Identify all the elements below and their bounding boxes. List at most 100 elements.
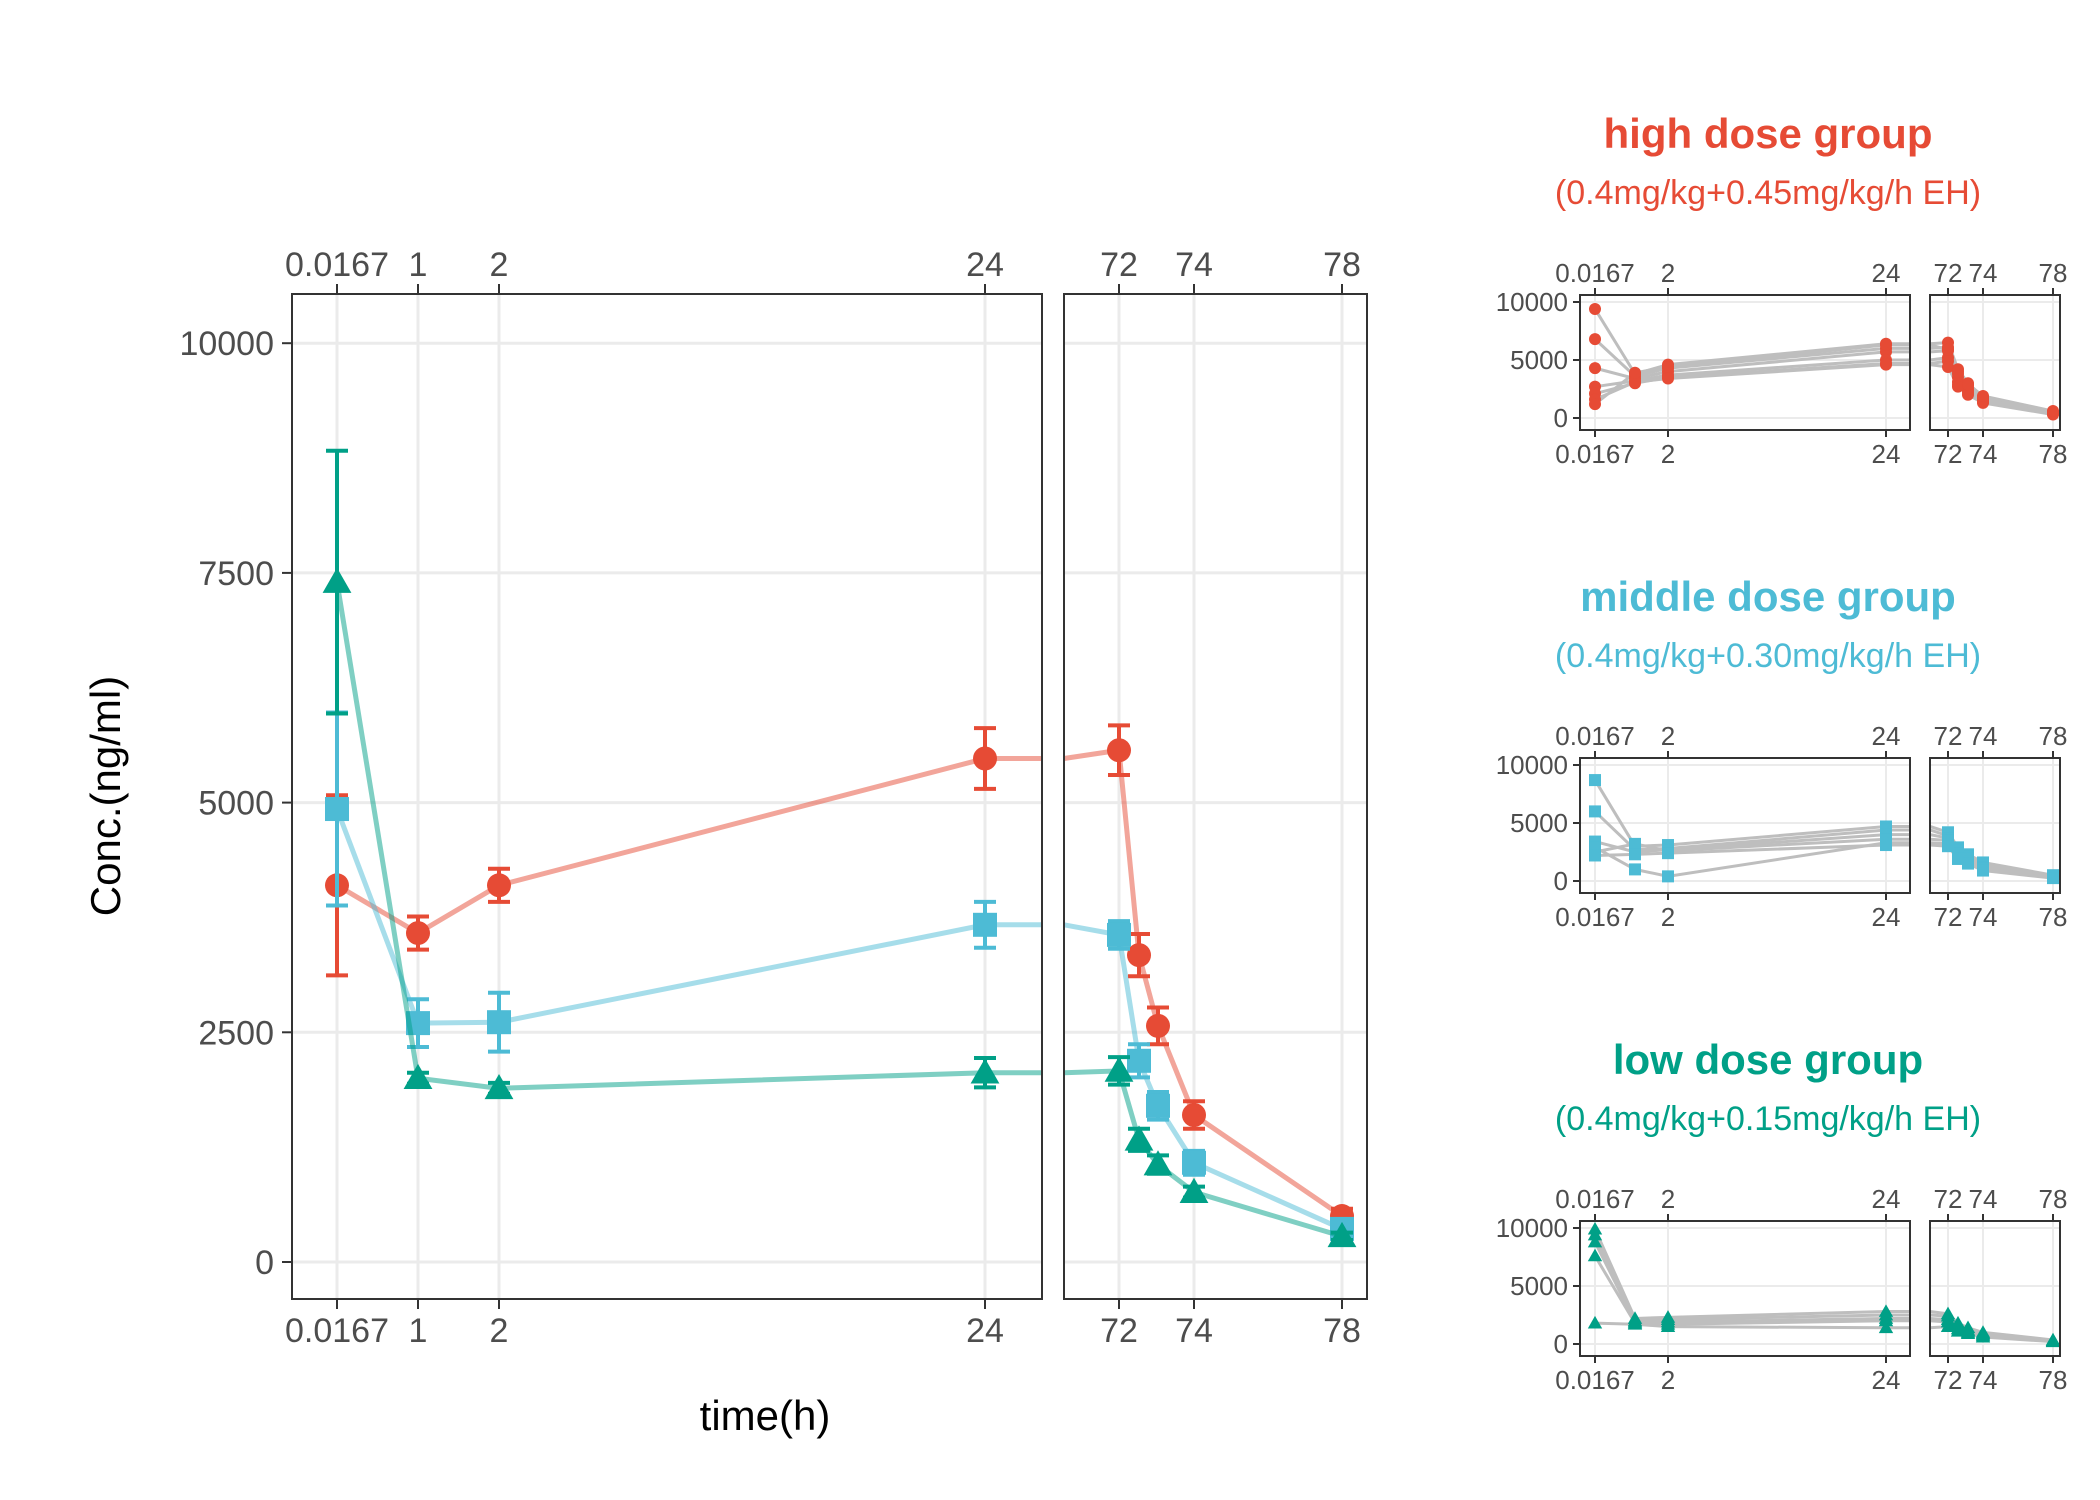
mini-x-tick-label-bottom: 2: [1661, 902, 1675, 932]
main-data-layer: [322, 448, 1357, 1248]
mini-x-tick-label-top: 2: [1661, 721, 1675, 751]
mini-left-panel-border: [1579, 294, 1911, 431]
main-x-tick-label-top: 74: [1175, 246, 1213, 284]
mini-x-tick-label-bottom: 24: [1872, 439, 1901, 469]
high-subject-point: [2047, 405, 2059, 418]
high-subject-point: [1962, 388, 1974, 401]
high-subject-point: [1942, 343, 1954, 356]
main-x-tick-label-bottom: 2: [490, 1312, 509, 1350]
middle-dose-title: middle dose group: [1580, 573, 1956, 620]
mini-x-tick-label-top: 72: [1934, 721, 1963, 751]
series-low-point: [1327, 1221, 1357, 1248]
mini-x-tick-label-top: 2: [1661, 1184, 1675, 1214]
high-subject-point: [1589, 302, 1601, 315]
series-low-point: [970, 1058, 1000, 1084]
mini-x-tick-label-bottom: 24: [1872, 902, 1901, 932]
high-subject-point: [1962, 378, 1974, 391]
low-subject-point: [2045, 1334, 2061, 1348]
mini-left-panel-border: [1579, 1220, 1911, 1357]
middle-subject-point: [1952, 852, 1964, 865]
high-subject-point: [1589, 333, 1601, 346]
mini-y-tick-label: 10000: [1496, 750, 1568, 780]
mini-x-tick-label-bottom: 78: [2039, 1365, 2068, 1395]
series-low-point: [1124, 1125, 1154, 1151]
high-subject-point: [1952, 380, 1964, 393]
mini-x-tick-label-bottom: 24: [1872, 1365, 1901, 1395]
series-high-point: [973, 746, 997, 771]
high-subject-point: [1952, 365, 1964, 378]
main-x-tick-label-top: 72: [1100, 246, 1138, 284]
mini-x-tick-label-top: 0.0167: [1555, 721, 1635, 751]
series-middle-point: [1146, 1093, 1170, 1118]
series-low-point: [1143, 1150, 1173, 1176]
middle-subject-point: [1629, 837, 1641, 850]
middle-subject-point: [1589, 805, 1601, 818]
mini-x-tick-label-bottom: 0.0167: [1555, 902, 1635, 932]
high-dose-title: high dose group: [1604, 110, 1933, 157]
high-subject-point: [1629, 376, 1641, 389]
main-y-tick-label: 0: [255, 1244, 274, 1282]
main-x-tick-label-bottom: 1: [409, 1312, 428, 1350]
mini-x-tick-label-top: 78: [2039, 721, 2068, 751]
mini-x-tick-label-bottom: 72: [1934, 439, 1963, 469]
middle-subject-point: [1589, 774, 1601, 787]
series-middle-point: [487, 1010, 511, 1035]
middle-subject-point: [1629, 848, 1641, 861]
middle-subject-point: [1880, 839, 1892, 852]
series-middle-point: [973, 912, 997, 937]
low-subject-point: [1587, 1315, 1603, 1329]
main-axes: 0 2500 5000 7500 10000 0.0167 0.0167 1 1 2 2 24 24 72…: [179, 246, 1360, 1350]
series-low-point: [1179, 1177, 1209, 1203]
mini-x-tick-label-bottom: 72: [1934, 1365, 1963, 1395]
mini-y-tick-label: 0: [1554, 403, 1568, 433]
main-left-panel-border: [291, 293, 1043, 1300]
mini-x-tick-label-top: 2: [1661, 258, 1675, 288]
mini-right-panel-border: [1929, 1220, 2061, 1357]
mini-y-tick-label: 5000: [1510, 808, 1568, 838]
series-high-point: [406, 921, 430, 946]
low-dose-title: low dose group: [1613, 1036, 1923, 1083]
middle-subject-point: [1662, 870, 1674, 883]
high-subject-point: [1589, 362, 1601, 375]
mini-x-tick-label-bottom: 74: [1969, 439, 1998, 469]
mini-y-tick-label: 5000: [1510, 345, 1568, 375]
series-low-point: [1104, 1056, 1134, 1082]
mini-x-tick-label-top: 24: [1872, 721, 1901, 751]
middle-dose-subtitle: (0.4mg/kg+0.30mg/kg/h EH): [1555, 637, 1981, 675]
series-middle-point: [1127, 1048, 1151, 1073]
mini-x-tick-label-top: 24: [1872, 258, 1901, 288]
low-subject-point: [1587, 1234, 1603, 1248]
middle-subject-point: [1629, 863, 1641, 876]
series-low-point: [403, 1063, 433, 1090]
main-chart: 0 2500 5000 7500 10000 0.0167 0.0167 1 1 2 2 24 24 72…: [82, 246, 1368, 1439]
high-subject-point: [1942, 360, 1954, 373]
mini-y-tick-label: 0: [1554, 866, 1568, 896]
high-subject-point: [1629, 366, 1641, 379]
mini-left-panel-border: [1579, 757, 1911, 894]
mini-x-tick-label-bottom: 2: [1661, 1365, 1675, 1395]
mini-x-tick-label-top: 74: [1969, 1184, 1998, 1214]
mini-x-tick-label-top: 0.0167: [1555, 258, 1635, 288]
low-subject-point: [1587, 1248, 1603, 1262]
main-x-tick-label-top: 0.0167: [285, 246, 389, 284]
low-subject-point: [1587, 1227, 1603, 1241]
mini-x-tick-label-bottom: 74: [1969, 1365, 1998, 1395]
mini-x-tick-label-top: 78: [2039, 1184, 2068, 1214]
low-subject-point: [1940, 1319, 1956, 1332]
series-middle-point: [1107, 922, 1131, 947]
mini-x-tick-label-top: 72: [1934, 258, 1963, 288]
main-x-tick-label-bottom: 78: [1323, 1312, 1361, 1350]
middle-subject-point: [1942, 840, 1954, 853]
mini-right-panel-border: [1929, 294, 2061, 431]
series-high-point: [1107, 738, 1131, 763]
high-dose-panel: high dose group (0.4mg/kg+0.45mg/kg/h EH…: [1496, 110, 2068, 469]
low-dose-subtitle: (0.4mg/kg+0.15mg/kg/h EH): [1555, 1100, 1981, 1138]
high-subject-point: [1662, 360, 1674, 373]
series-low-point: [484, 1073, 514, 1100]
mini-x-tick-label-bottom: 0.0167: [1555, 1365, 1635, 1395]
low-subject-point: [1627, 1317, 1643, 1330]
low-subject-point: [1878, 1320, 1894, 1334]
